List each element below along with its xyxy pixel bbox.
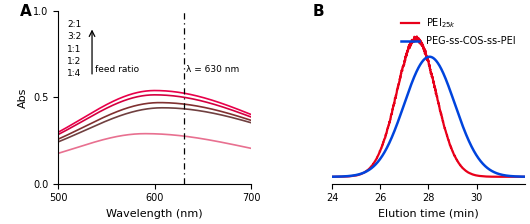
PEG-ss-COS-ss-PEI xyxy=(329,175,335,178)
Text: 1:2: 1:2 xyxy=(67,57,81,66)
PEI$_{25k}$ xyxy=(413,35,420,38)
Text: 1:4: 1:4 xyxy=(67,69,81,78)
Text: 2:1: 2:1 xyxy=(67,20,81,29)
PEG-ss-COS-ss-PEI xyxy=(418,63,424,65)
PEG-ss-COS-ss-PEI xyxy=(422,57,429,59)
PEI$_{25k}$ xyxy=(339,175,345,178)
PEG-ss-COS-ss-PEI xyxy=(516,175,522,178)
Text: λ = 630 nm: λ = 630 nm xyxy=(187,65,240,73)
Text: B: B xyxy=(313,4,324,19)
PEG-ss-COS-ss-PEI xyxy=(426,55,432,58)
PEI$_{25k}$ xyxy=(522,175,528,178)
PEI$_{25k}$ xyxy=(516,175,522,178)
PEI$_{25k}$ xyxy=(516,175,523,178)
Line: PEI$_{25k}$: PEI$_{25k}$ xyxy=(332,37,525,177)
PEG-ss-COS-ss-PEI xyxy=(516,175,523,178)
PEG-ss-COS-ss-PEI xyxy=(522,175,528,178)
PEI$_{25k}$ xyxy=(481,175,487,178)
Text: A: A xyxy=(20,4,31,19)
PEI$_{25k}$ xyxy=(418,42,424,45)
Text: feed ratio: feed ratio xyxy=(95,65,139,74)
PEI$_{25k}$ xyxy=(329,175,335,178)
Line: PEG-ss-COS-ss-PEI: PEG-ss-COS-ss-PEI xyxy=(332,57,525,177)
X-axis label: Wavelength (nm): Wavelength (nm) xyxy=(107,209,203,219)
Legend: PEI$_{25k}$, PEG-ss-COS-ss-PEI: PEI$_{25k}$, PEG-ss-COS-ss-PEI xyxy=(397,13,520,50)
Y-axis label: Abs: Abs xyxy=(17,87,28,108)
PEG-ss-COS-ss-PEI xyxy=(481,164,487,166)
PEG-ss-COS-ss-PEI xyxy=(339,175,345,178)
Text: 1:1: 1:1 xyxy=(67,45,81,54)
Text: 3:2: 3:2 xyxy=(67,32,81,41)
PEI$_{25k}$ xyxy=(422,53,429,56)
X-axis label: Elution time (min): Elution time (min) xyxy=(378,209,479,219)
